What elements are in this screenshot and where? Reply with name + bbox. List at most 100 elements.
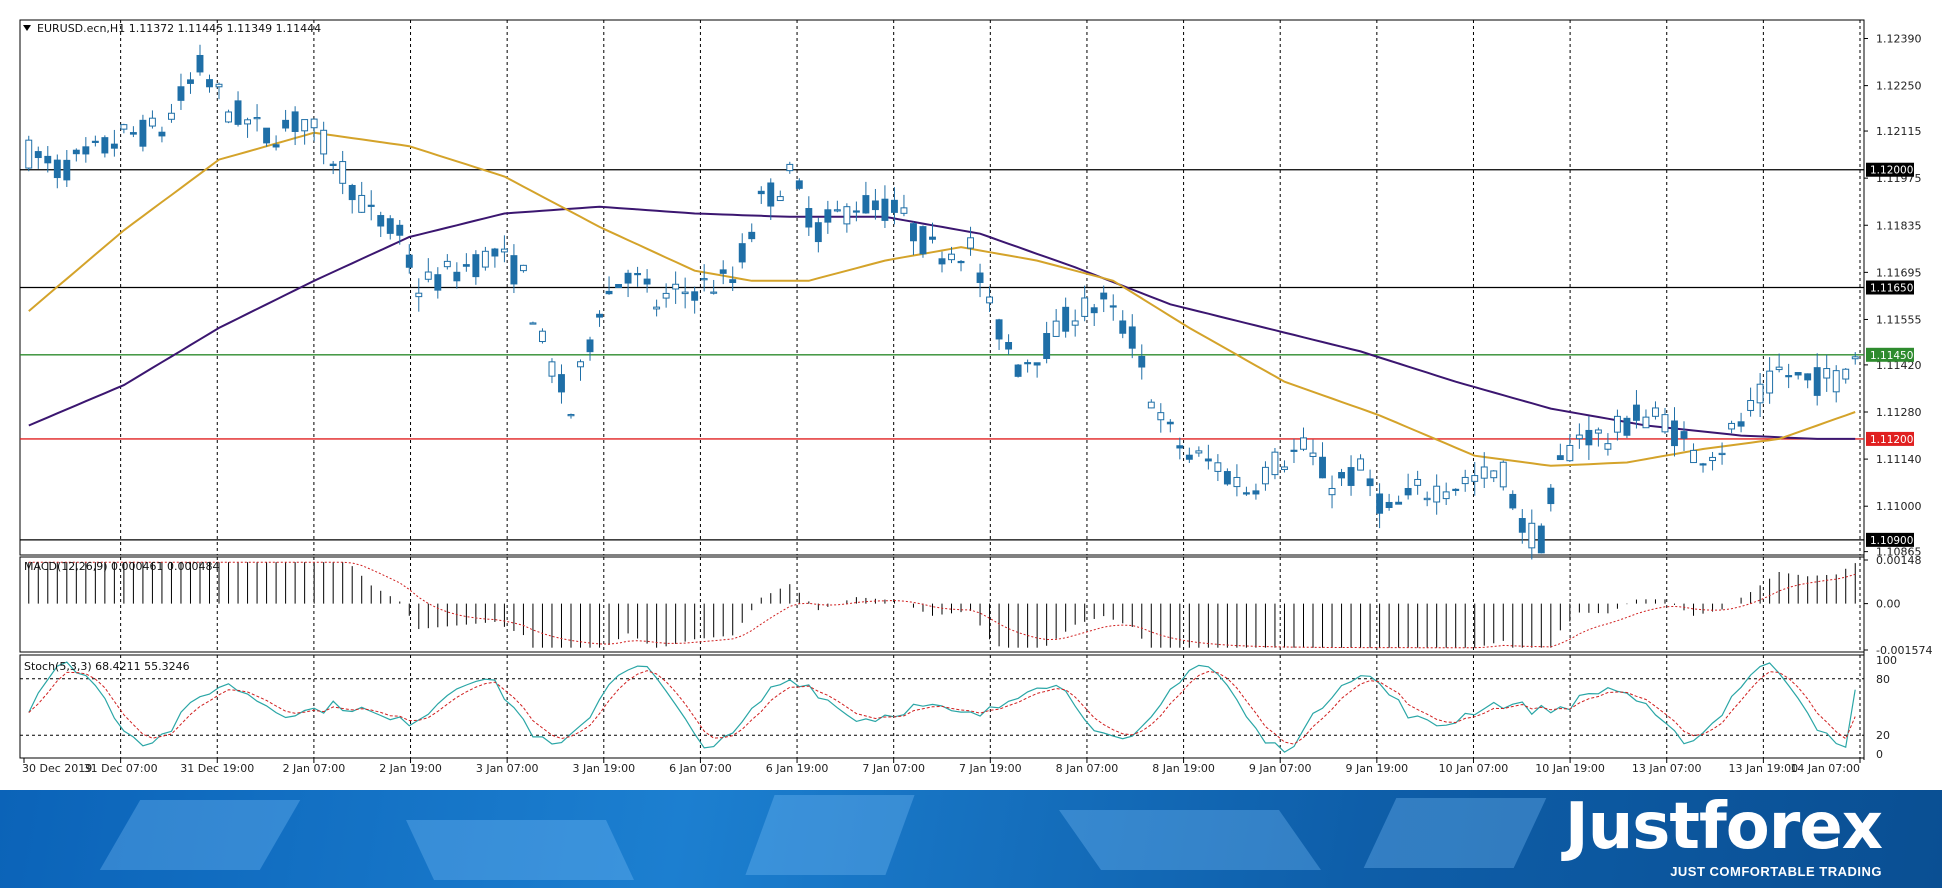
candle-body xyxy=(1290,449,1298,452)
candle-body xyxy=(1166,421,1174,425)
candle-body xyxy=(206,79,213,88)
level-badges: 1.12000 1.11650 1.11450 1.11200 1.10900 xyxy=(1866,162,1914,547)
price-tick-label: 1.11000 xyxy=(1876,500,1922,513)
bear-candle xyxy=(634,266,642,287)
bull-candle xyxy=(1747,387,1755,417)
candle-body xyxy=(567,414,575,417)
bear-candle xyxy=(1138,344,1146,380)
level-badge xyxy=(1866,431,1914,446)
candle-body xyxy=(938,258,946,265)
bear-candle xyxy=(1813,353,1821,406)
moving-averages xyxy=(28,131,1856,467)
candle-body xyxy=(148,117,156,127)
x-tick-label: 10 Jan 19:00 xyxy=(1535,762,1605,775)
price-tick-label: 1.11140 xyxy=(1876,453,1922,466)
x-tick-label: 6 Jan 07:00 xyxy=(669,762,732,775)
candle-body xyxy=(1204,458,1212,462)
candle-body xyxy=(929,236,936,240)
candle-body xyxy=(1138,355,1146,368)
candle-body xyxy=(643,278,651,285)
logo-tagline: JUST COMFORTABLE TRADING xyxy=(1670,864,1882,879)
bull-candle xyxy=(529,321,537,325)
bear-candle xyxy=(1671,407,1678,457)
candle-body xyxy=(862,195,870,214)
symbol-info: EURUSD.ecn,H1 1.11372 1.11445 1.11349 1.… xyxy=(37,22,321,35)
macd-histogram xyxy=(28,561,1856,649)
bull-candle xyxy=(1357,454,1365,471)
dropdown-triangle-icon[interactable] xyxy=(23,25,31,31)
x-tick-label: 9 Jan 07:00 xyxy=(1249,762,1312,775)
bear-candle xyxy=(177,73,185,110)
candle-body xyxy=(833,209,841,212)
candle-body xyxy=(919,226,927,255)
bull-candle xyxy=(1842,368,1850,384)
price-tick-label: 1.12250 xyxy=(1876,80,1922,93)
x-tick-label: 8 Jan 07:00 xyxy=(1056,762,1119,775)
price-tick-label: 1.12390 xyxy=(1876,33,1922,46)
bull-candle xyxy=(25,135,33,172)
bear-candle xyxy=(910,221,917,256)
candle-body xyxy=(396,224,404,236)
bull-candle xyxy=(1851,352,1859,365)
candle-body xyxy=(196,54,204,73)
bull-candle xyxy=(1775,353,1783,373)
bull-candle xyxy=(225,109,232,124)
bull-candle xyxy=(1690,443,1697,464)
bear-candle xyxy=(1452,488,1460,496)
bear-candle xyxy=(1176,437,1184,460)
candle-body xyxy=(662,292,670,299)
level-badge-label: 1.11450 xyxy=(1870,350,1913,362)
bear-candle xyxy=(957,260,965,272)
bull-candle xyxy=(653,299,661,317)
banner-shard xyxy=(99,800,301,870)
x-tick-label: 10 Jan 07:00 xyxy=(1439,762,1509,775)
candle-body xyxy=(1214,462,1222,472)
candle-body xyxy=(34,151,42,159)
bear-candle xyxy=(1242,486,1250,496)
bull-candle xyxy=(672,271,680,304)
candle-body xyxy=(1176,445,1184,449)
price-tick-label: 1.10865 xyxy=(1876,546,1922,559)
bull-candle xyxy=(1499,460,1507,491)
brand-banner: Justforex JUST COMFORTABLE TRADING xyxy=(0,790,1942,888)
candle-body xyxy=(1509,493,1517,509)
candle-body xyxy=(967,237,974,249)
candle-body xyxy=(910,223,917,242)
bull-candle xyxy=(301,119,309,145)
bear-candle xyxy=(938,251,946,273)
candle-body xyxy=(700,278,708,281)
bull-candle xyxy=(1433,474,1441,515)
bear-candle xyxy=(919,225,927,258)
level-badge-label: 1.12000 xyxy=(1870,165,1913,177)
price-tick-label: 1.11835 xyxy=(1876,219,1922,232)
x-tick-label: 7 Jan 19:00 xyxy=(959,762,1022,775)
x-tick-label: 13 Jan 19:00 xyxy=(1729,762,1799,775)
candle-body xyxy=(1747,400,1755,411)
candle-body xyxy=(1537,525,1545,554)
bear-candle xyxy=(643,269,651,293)
stoch-label: Stoch(5,3,3) 68.4211 55.3246 xyxy=(24,660,190,673)
bull-candle xyxy=(1081,285,1089,322)
bear-candle xyxy=(738,233,746,269)
candle-body xyxy=(986,296,994,304)
bear-candle xyxy=(377,211,385,238)
candle-body xyxy=(1376,493,1384,514)
bull-candle xyxy=(1195,446,1203,457)
bear-candle xyxy=(586,336,594,361)
candle-body xyxy=(605,290,613,295)
bear-candle xyxy=(1109,294,1117,321)
candle-body xyxy=(1338,472,1345,479)
bull-candle xyxy=(548,358,556,384)
bear-candle xyxy=(805,196,813,236)
bear-candle xyxy=(1537,523,1545,554)
bull-candle xyxy=(1718,442,1726,465)
candle-body xyxy=(1347,467,1355,486)
candle-body xyxy=(1433,485,1441,503)
bear-candle xyxy=(976,263,984,298)
candle-body xyxy=(1642,416,1650,429)
candle-body xyxy=(263,127,271,144)
bear-candle xyxy=(871,188,879,220)
bull-candle xyxy=(1214,454,1222,482)
bear-candle xyxy=(396,219,404,245)
